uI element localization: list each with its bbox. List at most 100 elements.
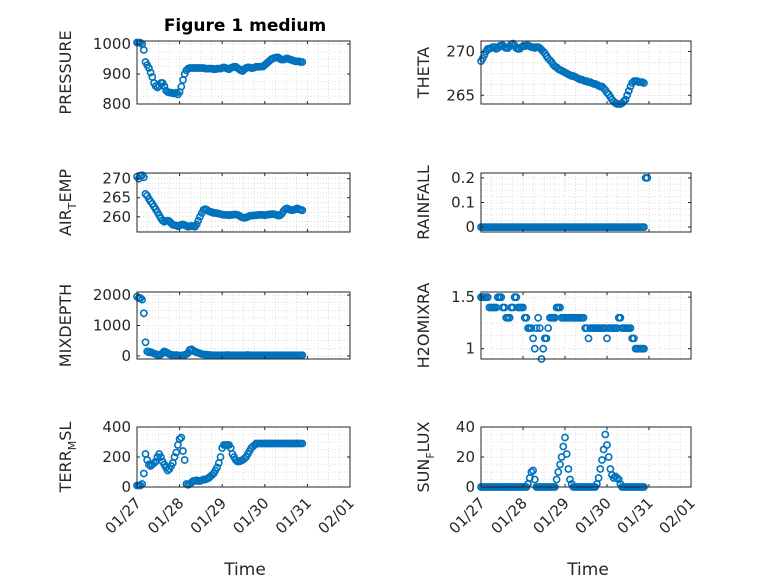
data-markers (477, 173, 652, 231)
data-point (172, 88, 181, 97)
data-point (598, 456, 606, 464)
data-point (298, 439, 307, 448)
data-point (527, 468, 536, 476)
data-point (604, 453, 613, 461)
data-point (584, 334, 593, 343)
data-point (532, 324, 541, 332)
y-axis-label: AIRTEMP (56, 169, 79, 236)
data-point (529, 466, 537, 475)
data-point (160, 82, 169, 90)
data-point (519, 303, 527, 312)
data-point (552, 475, 561, 484)
data-point (505, 313, 514, 322)
y-tick-label: 265 (102, 189, 131, 207)
data-point (150, 459, 158, 467)
data-point (624, 87, 633, 95)
x-tick-label: 01/28 (144, 494, 187, 537)
y-axis-label: H2OMIXRA (414, 283, 433, 369)
data-point (216, 453, 225, 461)
y-tick-label: 200 (102, 448, 131, 466)
data-point (298, 58, 307, 66)
y-tick-label: 0.1 (451, 194, 475, 212)
data-point (539, 344, 548, 353)
y-tick-label: 900 (102, 65, 131, 83)
data-markers (133, 292, 307, 360)
subplot-rainfall: 0.2 0.1 0 RAINFALL (414, 165, 692, 240)
gridlines (480, 426, 692, 488)
data-point (180, 456, 189, 464)
y-tick-label: 2000 (93, 286, 131, 304)
data-point (194, 216, 203, 225)
y-axis-label: RAINFALL (414, 165, 433, 240)
y-tick-label: 0 (465, 218, 475, 236)
data-point (179, 447, 187, 455)
data-point (530, 475, 539, 484)
data-point (139, 173, 148, 182)
subplot-theta: 270 265 THETA (414, 39, 692, 108)
data-point (623, 91, 632, 100)
data-point (483, 293, 492, 302)
y-axis-label: PRESSURE (56, 30, 75, 114)
data-point (298, 206, 307, 215)
data-point (603, 441, 611, 449)
y-tick-label: 260 (102, 208, 131, 226)
data-markers (133, 171, 307, 231)
data-point (170, 453, 179, 461)
data-point (139, 309, 148, 318)
data-point (630, 334, 638, 343)
data-point (490, 43, 499, 51)
data-point (530, 344, 539, 353)
data-point (497, 293, 506, 302)
data-point (544, 324, 553, 332)
data-point (596, 465, 605, 473)
data-point (213, 463, 221, 472)
y-tick-label: 800 (102, 95, 131, 113)
data-point (177, 433, 186, 442)
data-point (579, 313, 588, 322)
data-point (138, 171, 146, 180)
subplot-terr-msl: 400 200 001/27 01/28 01/29 01/30 01/31 02/01 TER… (56, 418, 358, 537)
y-axis-label: THETA (414, 47, 433, 99)
data-point (522, 313, 531, 322)
data-point (139, 469, 148, 478)
axes-box (480, 291, 692, 360)
data-point (561, 433, 569, 442)
data-point (175, 435, 184, 443)
x-tick-label: 01/31 (272, 494, 315, 537)
data-point (640, 79, 648, 87)
data-point (192, 220, 201, 229)
y-tick-label: 1 (465, 340, 475, 358)
data-point (156, 453, 165, 461)
subplot-mixdepth: 2000 1000 0 MIXDEPTH (56, 284, 351, 367)
data-point (512, 293, 521, 302)
data-point (640, 223, 648, 231)
data-point (556, 303, 564, 312)
x-tick-label: 01/30 (572, 494, 615, 537)
x-tick-label: 01/29 (187, 494, 230, 537)
data-point (564, 465, 573, 473)
data-point (172, 448, 181, 457)
y-tick-label: 1000 (93, 317, 131, 335)
data-point (298, 351, 307, 360)
data-markers (477, 39, 648, 108)
y-tick-label: 0 (121, 478, 131, 496)
data-point (613, 474, 621, 482)
data-point (534, 313, 542, 322)
y-tick-label: 270 (102, 170, 131, 188)
y-axis-label: MIXDEPTH (56, 284, 75, 367)
x-tick-label: 01/31 (614, 494, 657, 537)
y-tick-label: 0.2 (451, 169, 475, 187)
data-point (640, 344, 648, 353)
x-tick-label: 01/27 (102, 494, 145, 537)
data-point (626, 324, 635, 332)
y-axis-label: SUNFLUX (414, 421, 437, 492)
data-point (566, 475, 574, 484)
data-point (146, 68, 155, 77)
data-point (144, 64, 153, 72)
x-tick-label: 01/28 (488, 494, 531, 537)
x-tick-label: 02/01 (315, 494, 358, 537)
